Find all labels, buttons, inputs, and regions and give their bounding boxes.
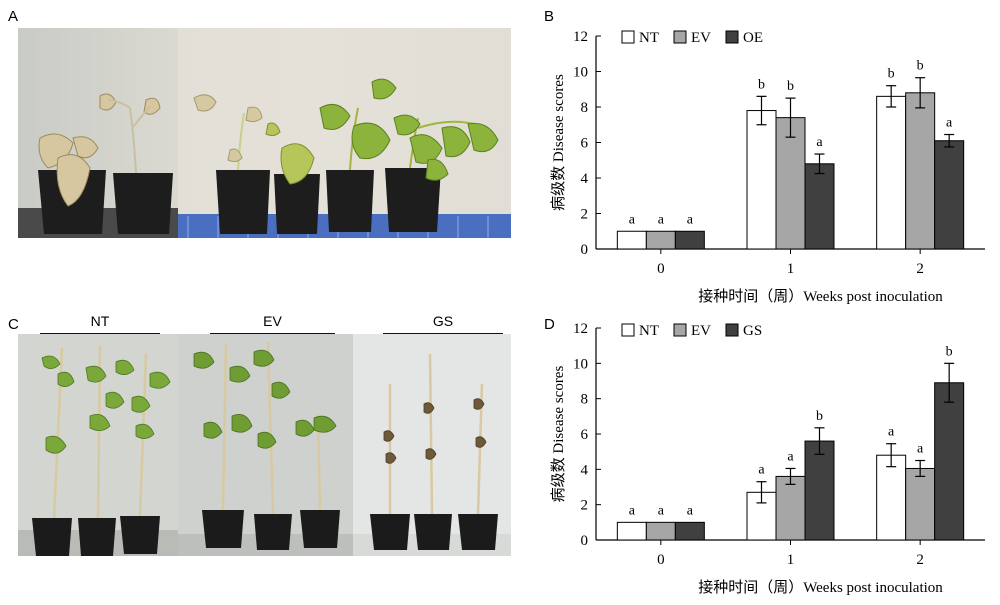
- bar-oe: [934, 140, 965, 250]
- legend-label: NT: [639, 30, 659, 46]
- x-axis-label: 接种时间（周）Weeks post inoculation: [698, 288, 943, 305]
- bar-ev: [775, 117, 806, 250]
- significance-letter: a: [787, 449, 794, 464]
- panel-letter-c: C: [8, 316, 19, 333]
- significance-letter: a: [687, 212, 694, 227]
- panel-letter-a: A: [8, 8, 19, 25]
- bar-oe: [674, 230, 705, 250]
- legend-swatch: [725, 323, 739, 337]
- x-tick-label: 0: [657, 552, 665, 568]
- bar-nt: [746, 110, 777, 250]
- y-tick-label: 2: [581, 207, 589, 223]
- bar-nt: [616, 521, 647, 541]
- significance-letter: b: [758, 77, 765, 92]
- legend-label: EV: [691, 30, 711, 46]
- significance-letter: b: [787, 79, 794, 94]
- significance-letter: b: [946, 344, 953, 359]
- significance-letter: a: [658, 212, 665, 227]
- x-tick-label: 1: [787, 261, 795, 277]
- y-tick-label: 10: [573, 65, 588, 81]
- legend-swatch: [621, 323, 635, 337]
- significance-letter: b: [917, 59, 924, 74]
- significance-letter: a: [888, 425, 895, 440]
- bar-ev: [905, 92, 936, 250]
- y-tick-label: 8: [581, 392, 589, 408]
- significance-letter: a: [658, 503, 665, 518]
- plant-photo-c: [18, 334, 511, 556]
- significance-letter: a: [758, 463, 765, 478]
- significance-letter: a: [917, 442, 924, 457]
- significance-letter: a: [687, 503, 694, 518]
- y-axis-label: 病级数 Disease scores: [550, 74, 567, 211]
- legend-label: OE: [743, 30, 763, 46]
- bar-ev: [775, 475, 806, 541]
- photo-c-label-ev: EV: [263, 313, 282, 329]
- legend-swatch: [673, 30, 687, 44]
- x-tick-label: 2: [916, 552, 924, 568]
- bar-nt: [746, 491, 777, 541]
- x-tick-label: 1: [787, 552, 795, 568]
- bar-oe: [804, 163, 835, 250]
- y-tick-label: 8: [581, 100, 589, 116]
- x-axis-label: 接种时间（周）Weeks post inoculation: [698, 579, 943, 596]
- significance-letter: b: [816, 409, 823, 424]
- significance-letter: a: [816, 135, 823, 150]
- bar-nt: [876, 454, 907, 541]
- y-tick-label: 10: [573, 356, 588, 372]
- significance-letter: b: [888, 67, 895, 82]
- plant-photo-a: [18, 28, 511, 238]
- x-tick-label: 2: [916, 261, 924, 277]
- bar-nt: [616, 230, 647, 250]
- legend-swatch: [621, 30, 635, 44]
- y-tick-label: 6: [581, 427, 589, 443]
- bar-gs: [804, 440, 835, 541]
- significance-letter: a: [629, 503, 636, 518]
- legend-label: EV: [691, 323, 711, 339]
- bar-nt: [876, 95, 907, 250]
- y-tick-label: 12: [573, 29, 588, 45]
- legend-label: NT: [639, 323, 659, 339]
- y-tick-label: 4: [581, 462, 589, 478]
- legend-label: GS: [743, 323, 762, 339]
- photo-c-label-nt: NT: [90, 313, 110, 329]
- y-tick-label: 0: [581, 533, 589, 549]
- y-tick-label: 4: [581, 171, 589, 187]
- y-tick-label: 0: [581, 242, 589, 258]
- significance-letter: a: [946, 116, 953, 131]
- y-tick-label: 2: [581, 498, 589, 514]
- bar-gs: [934, 382, 965, 541]
- panel-letter-d: D: [544, 316, 555, 333]
- bar-ev: [645, 230, 676, 250]
- y-tick-label: 12: [573, 321, 588, 337]
- y-axis-label: 病级数 Disease scores: [550, 366, 567, 503]
- bar-ev: [645, 521, 676, 541]
- y-tick-label: 6: [581, 136, 589, 152]
- bar-gs: [674, 521, 705, 541]
- panel-letter-b: B: [544, 8, 555, 25]
- photo-c-label-gs: GS: [432, 313, 454, 329]
- x-tick-label: 0: [657, 261, 665, 277]
- bar-ev: [905, 467, 936, 541]
- significance-letter: a: [629, 212, 636, 227]
- legend-swatch: [673, 323, 687, 337]
- legend-swatch: [725, 30, 739, 44]
